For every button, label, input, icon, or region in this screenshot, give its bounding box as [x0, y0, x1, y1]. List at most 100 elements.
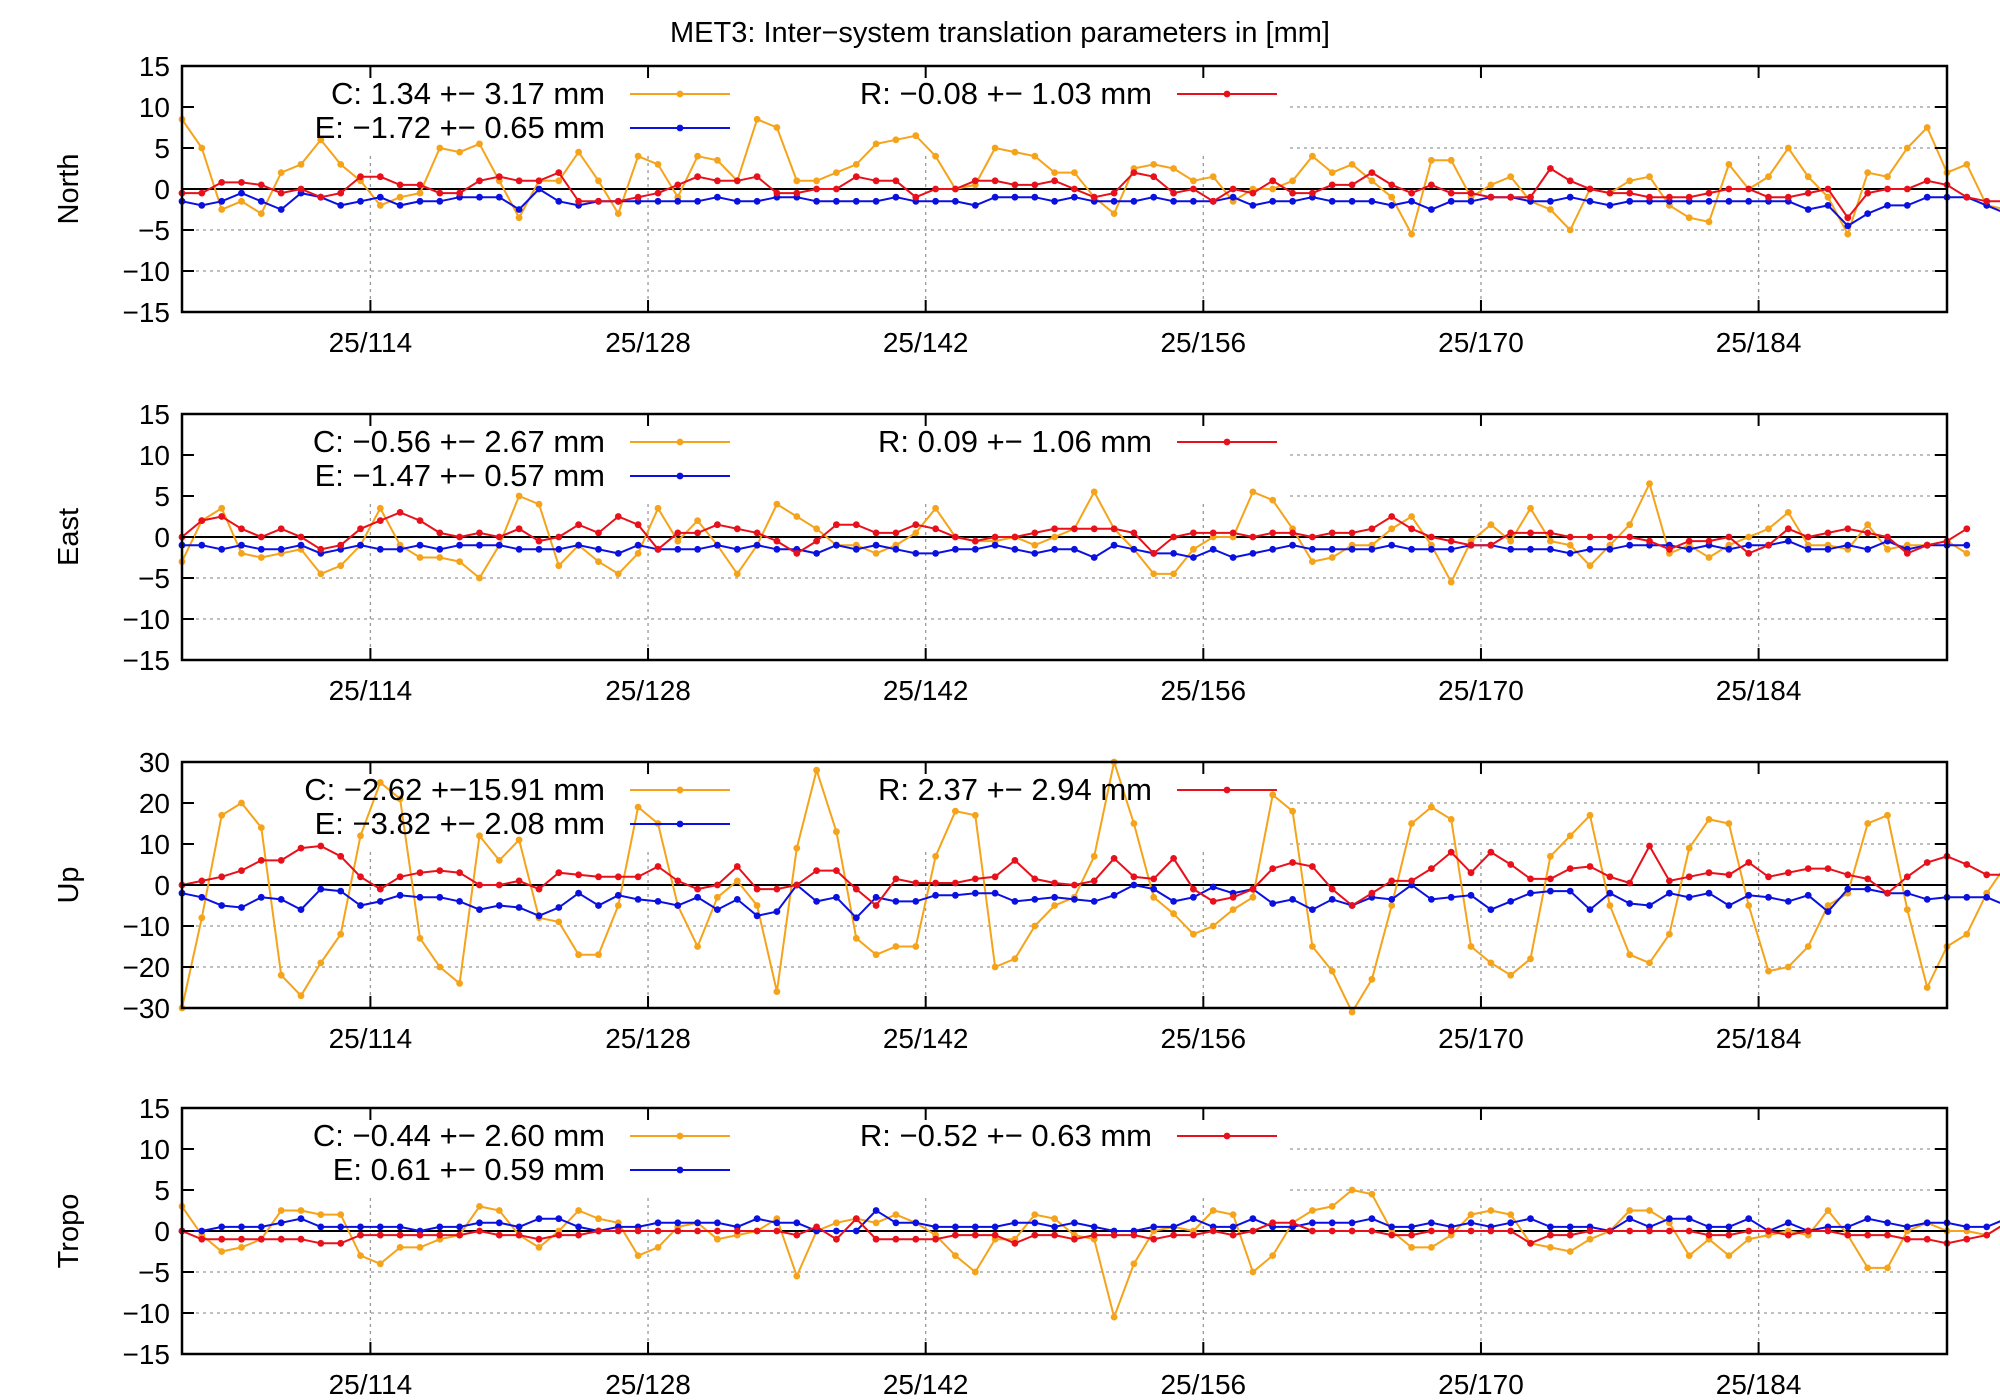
- data-point: [376, 517, 384, 524]
- data-point: [535, 885, 543, 893]
- data-point: [595, 545, 602, 553]
- data-point: [1725, 871, 1733, 879]
- data-point: [436, 1223, 444, 1231]
- chart-panel-east: −15 −10 −5 0 5 10 15 25/114 25/128 25/142 25/156 25…: [53, 399, 1971, 706]
- data-point: [654, 863, 662, 870]
- data-point: [297, 906, 305, 913]
- data-point: [297, 992, 305, 1000]
- data-point: [416, 554, 424, 561]
- data-point: [515, 904, 523, 911]
- data-point: [1903, 1223, 1911, 1231]
- data-point: [1428, 545, 1435, 553]
- data-point: [1150, 161, 1158, 168]
- data-point: [456, 1223, 463, 1231]
- data-point: [654, 1227, 662, 1235]
- data-point: [1031, 922, 1039, 930]
- legend-label: C: −0.56 +− 2.67 mm: [313, 424, 605, 459]
- data-point: [1745, 1235, 1753, 1243]
- data-point: [1408, 820, 1415, 827]
- data-point: [238, 867, 245, 874]
- data-point: [1090, 852, 1098, 860]
- data-point: [1566, 832, 1574, 840]
- data-point: [1388, 902, 1396, 909]
- data-point: [555, 197, 563, 205]
- legend-label: E: 0.61 +− 0.59 mm: [333, 1152, 605, 1187]
- data-point: [813, 525, 820, 533]
- data-point: [1923, 984, 1931, 991]
- data-point: [1309, 533, 1316, 541]
- data-point: [1626, 879, 1634, 887]
- data-point: [674, 545, 682, 553]
- data-point: [238, 1244, 245, 1251]
- data-point: [1229, 1211, 1237, 1218]
- data-point: [1190, 529, 1197, 537]
- data-point: [357, 832, 364, 840]
- data-point: [714, 906, 721, 913]
- data-point: [1110, 855, 1118, 862]
- data-point: [198, 1227, 206, 1235]
- data-point: [595, 951, 602, 959]
- data-point: [1249, 488, 1257, 496]
- data-point: [396, 545, 404, 553]
- data-point: [833, 828, 840, 836]
- data-point: [257, 893, 265, 901]
- x-tick-label: 25/170: [1438, 675, 1524, 706]
- data-point: [317, 885, 325, 893]
- data-point: [813, 185, 820, 193]
- legend-marker: [1223, 90, 1231, 98]
- data-point: [1507, 1211, 1515, 1218]
- data-point: [198, 1235, 206, 1243]
- data-point: [1507, 173, 1515, 181]
- data-point: [198, 189, 206, 197]
- data-point: [1328, 967, 1336, 975]
- data-point: [991, 177, 999, 185]
- data-point: [1071, 525, 1078, 533]
- data-point: [515, 545, 523, 553]
- data-point: [674, 181, 682, 189]
- data-point: [1804, 1227, 1812, 1235]
- data-point: [1784, 869, 1792, 877]
- data-point: [1646, 537, 1653, 545]
- data-point: [238, 1223, 245, 1231]
- data-point: [1745, 1227, 1753, 1235]
- data-point: [1368, 1227, 1376, 1235]
- data-point: [793, 189, 801, 197]
- data-point: [1051, 525, 1058, 533]
- data-point: [714, 177, 721, 185]
- data-point: [1309, 152, 1316, 160]
- data-point: [952, 1223, 959, 1231]
- data-point: [1229, 906, 1237, 913]
- series-R: [178, 842, 2000, 909]
- data-point: [416, 517, 424, 524]
- data-point: [575, 148, 582, 156]
- data-point: [1348, 529, 1356, 537]
- data-point: [1487, 906, 1495, 913]
- data-point: [1547, 165, 1554, 172]
- data-point: [218, 902, 226, 909]
- data-point: [674, 1227, 682, 1235]
- data-point: [753, 115, 761, 123]
- data-point: [1249, 885, 1257, 893]
- data-point: [1209, 898, 1217, 905]
- x-tick-label: 25/142: [883, 1369, 969, 1400]
- data-point: [1566, 177, 1574, 185]
- data-point: [1963, 161, 1971, 168]
- data-point: [1765, 541, 1772, 549]
- data-point: [555, 562, 563, 570]
- data-point: [753, 1215, 761, 1223]
- data-point: [614, 873, 622, 881]
- data-point: [1804, 189, 1812, 197]
- data-point: [1408, 1223, 1415, 1231]
- data-point: [1983, 197, 1991, 205]
- data-point: [198, 144, 206, 152]
- data-point: [436, 554, 444, 561]
- y-tick-label: −30: [123, 993, 171, 1024]
- data-point: [515, 877, 523, 885]
- data-point: [1190, 1231, 1197, 1239]
- y-tick-label: 15: [139, 1093, 170, 1124]
- data-point: [1190, 197, 1197, 205]
- data-point: [376, 173, 384, 181]
- legend-entry-C: C: −0.56 +− 2.67 mm: [313, 424, 730, 459]
- data-point: [833, 197, 840, 205]
- x-tick-label: 25/142: [883, 675, 969, 706]
